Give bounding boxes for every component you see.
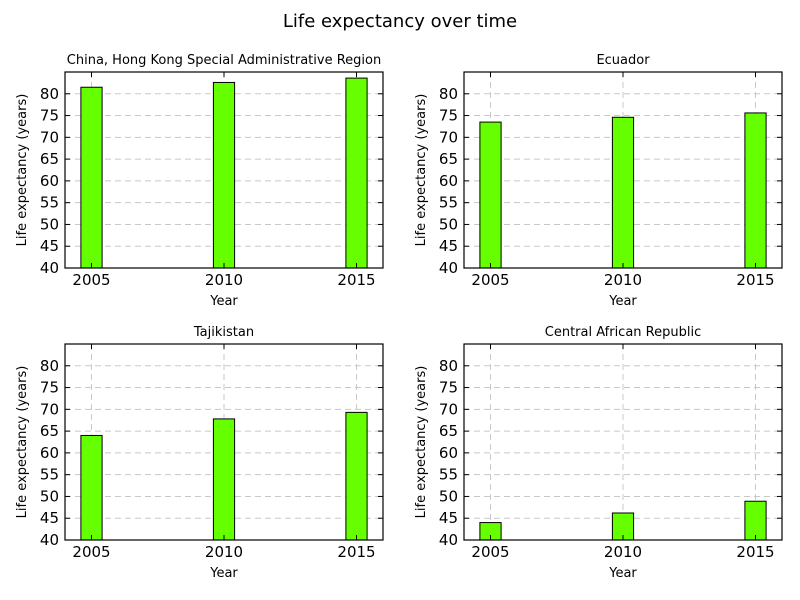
- y-tick-label: 55: [40, 194, 59, 212]
- y-tick-label: 65: [439, 150, 458, 168]
- y-tick-label: 55: [439, 466, 458, 484]
- bar-2010: [611, 116, 635, 269]
- y-axis-label: Life expectancy (years): [15, 94, 30, 247]
- y-tick-label: 80: [439, 357, 458, 375]
- y-tick-label: 55: [40, 466, 59, 484]
- bar-2010: [212, 418, 236, 541]
- y-tick-label: 55: [439, 194, 458, 212]
- y-tick-label: 50: [40, 215, 59, 233]
- x-tick-label: 2010: [604, 271, 642, 289]
- subplot-4: 40 45 50 55 60 65 70 75 80 2005 2010 2015 Central Af…: [414, 325, 783, 581]
- x-tick-label: 2005: [471, 271, 509, 289]
- y-tick-label: 65: [40, 150, 59, 168]
- y-tick-label: 75: [439, 107, 458, 125]
- x-tick-label: 2010: [604, 543, 642, 561]
- y-tick-label: 45: [40, 509, 59, 527]
- y-tick-label: 70: [439, 128, 458, 146]
- subplot-2: 40 45 50 55 60 65 70 75 80 2005 2010 2015 Ecuador Yea…: [414, 53, 783, 309]
- y-tick-label: 50: [40, 487, 59, 505]
- y-tick-label: 45: [439, 509, 458, 527]
- x-tick-label: 2015: [337, 271, 375, 289]
- y-tick-label: 75: [40, 379, 59, 397]
- subplot-title: China, Hong Kong Special Administrative …: [67, 53, 381, 68]
- x-axis-label: Year: [209, 566, 238, 581]
- x-tick-label: 2005: [72, 543, 110, 561]
- subplot-1: 40 45 50 55 60 65 70 75 80 2005 2010 2015 China, Hon…: [15, 53, 384, 309]
- y-tick-label: 50: [439, 487, 458, 505]
- y-tick-label: 40: [40, 531, 59, 549]
- x-tick-label: 2015: [736, 543, 774, 561]
- bar-2005: [479, 121, 502, 269]
- y-tick-label: 60: [439, 172, 458, 190]
- y-tick-label: 70: [40, 128, 59, 146]
- y-tick-label: 40: [40, 259, 59, 277]
- bar-2005: [80, 434, 103, 541]
- y-tick-label: 70: [439, 400, 458, 418]
- x-tick-label: 2015: [337, 543, 375, 561]
- bar-2015: [345, 77, 368, 269]
- bar-2010: [212, 81, 236, 269]
- y-tick-label: 60: [40, 444, 59, 462]
- figure-title: Life expectancy over time: [283, 11, 517, 32]
- y-axis-label: Life expectancy (years): [414, 94, 429, 247]
- y-tick-label: 75: [40, 107, 59, 125]
- y-tick-label: 75: [439, 379, 458, 397]
- x-axis-label: Year: [608, 294, 637, 309]
- subplot-title: Tajikistan: [193, 325, 254, 340]
- bar-2005: [80, 86, 103, 269]
- x-tick-label: 2005: [72, 271, 110, 289]
- y-tick-label: 80: [40, 357, 59, 375]
- y-tick-label: 45: [439, 237, 458, 255]
- y-tick-label: 50: [439, 215, 458, 233]
- y-tick-label: 80: [439, 85, 458, 103]
- y-tick-label: 40: [439, 531, 458, 549]
- x-axis-label: Year: [209, 294, 238, 309]
- y-tick-label: 80: [40, 85, 59, 103]
- y-tick-label: 65: [40, 422, 59, 440]
- subplot-3: 40 45 50 55 60 65 70 75 80 2005 2010 2015 Tajikistan…: [15, 325, 384, 581]
- y-tick-label: 60: [439, 444, 458, 462]
- y-tick-label: 45: [40, 237, 59, 255]
- axes-frame: [463, 343, 783, 541]
- y-tick-label: 65: [439, 422, 458, 440]
- y-axis-label: Life expectancy (years): [414, 366, 429, 519]
- y-tick-label: 70: [40, 400, 59, 418]
- bar-2015: [744, 112, 767, 269]
- x-tick-label: 2010: [205, 543, 243, 561]
- y-axis-label: Life expectancy (years): [15, 366, 30, 519]
- x-axis-label: Year: [608, 566, 637, 581]
- x-tick-label: 2015: [736, 271, 774, 289]
- x-tick-label: 2005: [471, 543, 509, 561]
- y-tick-label: 60: [40, 172, 59, 190]
- bar-2015: [345, 411, 368, 541]
- y-tick-label: 40: [439, 259, 458, 277]
- x-tick-label: 2010: [205, 271, 243, 289]
- bar-2015: [744, 500, 767, 541]
- subplot-title: Ecuador: [596, 53, 650, 68]
- subplot-title: Central African Republic: [545, 325, 701, 340]
- subplot-grid: 40 45 50 55 60 65 70 75 80 2005 2010 2015 China, Hon…: [15, 53, 783, 581]
